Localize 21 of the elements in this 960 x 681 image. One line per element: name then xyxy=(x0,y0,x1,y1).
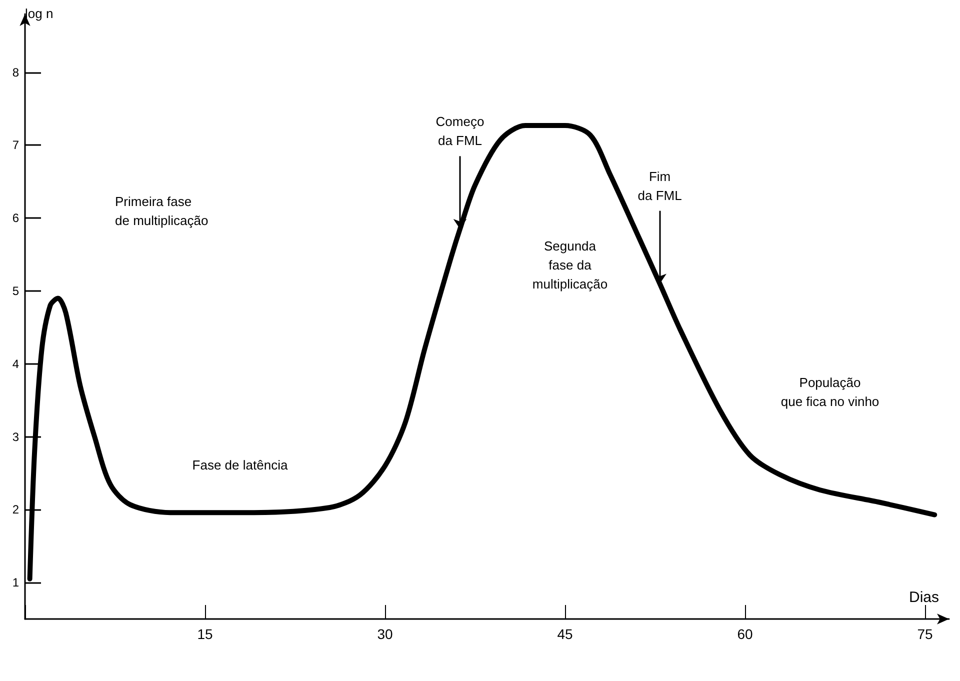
y-tick-label: 8 xyxy=(12,65,20,80)
annotation: Segunda fase da multiplicação xyxy=(532,238,608,292)
x-axis-title: Dias xyxy=(909,589,940,606)
annotation: Fase de latência xyxy=(192,458,288,472)
annotation: População que fica no vinho xyxy=(780,375,880,409)
y-axis-title: log n xyxy=(25,6,54,21)
annotation: Primeira fase de multiplicação xyxy=(115,194,208,228)
y-tick-label: 7 xyxy=(12,138,20,152)
y-tick-label: 6 xyxy=(12,211,20,226)
y-tick-label: 1 xyxy=(12,576,20,590)
x-tick-label: 15 xyxy=(197,626,213,642)
x-tick-label: 75 xyxy=(917,626,933,642)
y-tick-label: 2 xyxy=(12,502,20,517)
x-tick-label: 45 xyxy=(557,626,573,642)
y-tick-label: 3 xyxy=(12,430,20,444)
x-tick-label: 60 xyxy=(737,626,753,642)
x-tick-label: 30 xyxy=(377,626,393,642)
annotation: Fim da FML xyxy=(638,168,682,203)
y-tick-label: 5 xyxy=(12,284,20,298)
annotation: Começo da FML xyxy=(436,114,484,148)
y-tick-label: 4 xyxy=(12,356,20,371)
